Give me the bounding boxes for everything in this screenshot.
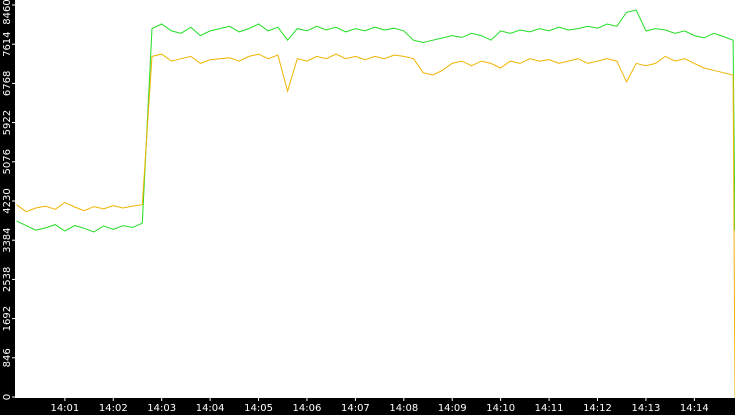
x-tick-label: 14:01 [50, 403, 79, 414]
y-tick-label: 1692 [2, 306, 13, 331]
y-tick-label: 6768 [2, 71, 13, 96]
x-tick-label: 14:03 [147, 403, 176, 414]
x-tick-label: 14:14 [680, 403, 709, 414]
x-tick-label: 14:08 [389, 403, 418, 414]
x-tick-label: 14:02 [99, 403, 128, 414]
x-tick-label: 14:04 [196, 403, 225, 414]
y-tick-label: 3384 [2, 227, 13, 252]
y-tick-label: 5922 [2, 110, 13, 135]
y-tick-label: 7614 [2, 31, 13, 56]
x-tick-label: 14:07 [341, 403, 370, 414]
x-axis-strip [0, 398, 735, 415]
x-tick-label: 14:12 [583, 403, 612, 414]
y-tick-label: 8460 [2, 0, 13, 25]
x-tick-label: 14:10 [486, 403, 515, 414]
y-tick-label: 0 [2, 394, 13, 400]
x-tick-label: 14:06 [293, 403, 322, 414]
line-series [16, 53, 735, 398]
y-tick-label: 5076 [2, 149, 13, 174]
x-tick-label: 14:09 [438, 403, 467, 414]
x-tick-label: 14:13 [631, 403, 660, 414]
x-tick-label: 14:05 [244, 403, 273, 414]
y-axis-strip [0, 0, 15, 415]
y-tick-label: 2538 [2, 267, 13, 292]
y-tick-label: 846 [2, 348, 13, 367]
line-series [16, 9, 735, 233]
x-tick-label: 14:11 [535, 403, 564, 414]
y-tick-label: 4230 [2, 188, 13, 213]
